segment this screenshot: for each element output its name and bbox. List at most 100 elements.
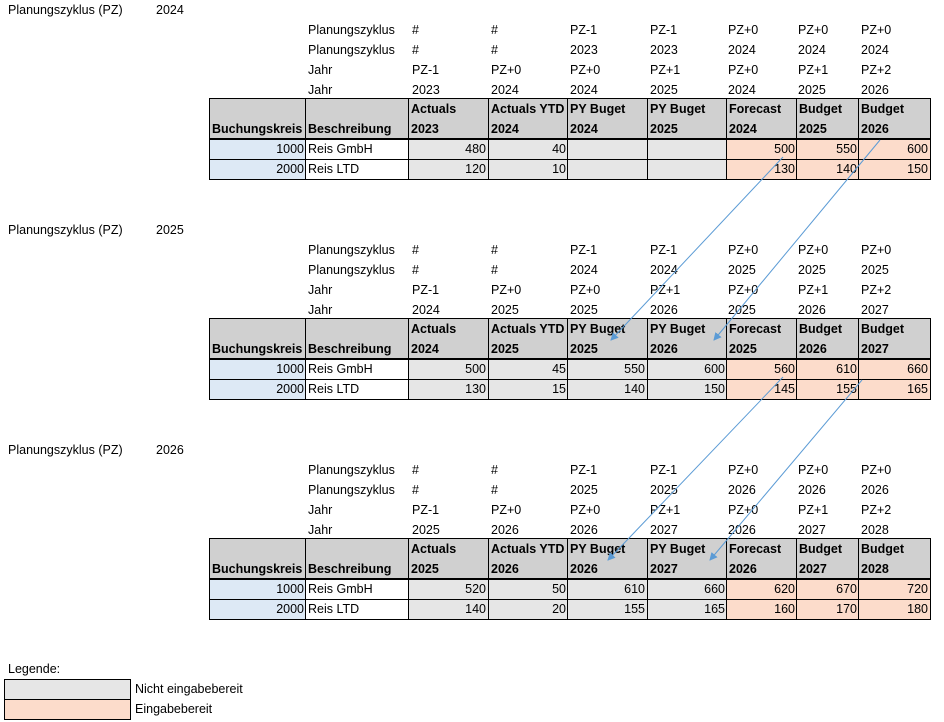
header-cell: Forecast 2024 (726, 98, 798, 139)
meta-cell: PZ-1 (570, 463, 598, 477)
value-cell: 165 (647, 599, 728, 620)
value-cell: 140 (567, 379, 648, 400)
legend-swatch-editable (4, 699, 131, 720)
header-buchungskreis: Buchungskreis (209, 318, 307, 359)
header-line-top: Actuals (411, 542, 457, 556)
description-cell: Reis LTD (305, 379, 410, 400)
input-cell[interactable]: 170 (796, 599, 860, 620)
header-line-bottom: 2024 (411, 342, 439, 356)
meta-row-label: Jahr (308, 303, 333, 317)
meta-cell: 2025 (650, 83, 678, 97)
arrow-budget2026-to-pybuget2026-c3 (607, 376, 784, 561)
value-cell: 120 (408, 159, 489, 180)
meta-cell: PZ+0 (491, 283, 522, 297)
meta-cell: 2025 (650, 483, 678, 497)
meta-row-label: Planungszyklus (308, 43, 395, 57)
meta-cell: PZ+0 (491, 63, 522, 77)
meta-row-label: Planungszyklus (308, 483, 395, 497)
cycle-label: Planungszyklus (PZ) (8, 3, 123, 17)
input-cell[interactable]: 720 (858, 579, 931, 600)
meta-row-label: Planungszyklus (308, 243, 395, 257)
input-cell[interactable]: 150 (858, 159, 931, 180)
meta-cell: 2026 (491, 523, 519, 537)
header-line-top: Budget (861, 542, 905, 556)
header-beschreibung: Beschreibung (305, 318, 410, 359)
description-cell: Reis GmbH (305, 579, 410, 600)
meta-cell: 2024 (861, 43, 889, 57)
input-cell[interactable]: 130 (726, 159, 798, 180)
input-cell[interactable]: 165 (858, 379, 931, 400)
header-cell: Budget 2026 (858, 98, 931, 139)
legend-title: Legende: (8, 662, 61, 676)
meta-cell: PZ+0 (728, 23, 759, 37)
input-cell[interactable]: 500 (726, 139, 798, 160)
legend-label: Eingabebereit (135, 702, 213, 716)
cycle-label: Planungszyklus (PZ) (8, 443, 123, 457)
input-cell[interactable]: 560 (726, 359, 798, 380)
input-cell[interactable]: 140 (796, 159, 860, 180)
header-line-bottom: 2024 (491, 122, 519, 136)
cycle-year: 2024 (156, 3, 184, 17)
meta-cell: 2026 (728, 483, 756, 497)
meta-row-label: Jahr (308, 83, 333, 97)
meta-cell: PZ+0 (491, 503, 522, 517)
cycle-year: 2025 (156, 223, 184, 237)
meta-cell: 2023 (650, 43, 678, 57)
meta-row-label: Jahr (308, 523, 333, 537)
meta-cell: PZ+2 (861, 63, 892, 77)
meta-cell: # (412, 43, 419, 57)
meta-cell: 2027 (798, 523, 826, 537)
meta-row-label: Planungszyklus (308, 263, 395, 277)
header-line-top: Forecast (729, 322, 782, 336)
value-cell: 480 (408, 139, 489, 160)
meta-cell: PZ+1 (798, 63, 829, 77)
meta-cell: PZ+0 (728, 463, 759, 477)
header-cell: Actuals YTD 2025 (488, 318, 569, 359)
header-line-top: PY Buget (650, 322, 706, 336)
value-cell: 150 (647, 379, 728, 400)
meta-cell: 2025 (728, 303, 756, 317)
header-line-bottom: Beschreibung (308, 562, 392, 576)
arrow-budget2027-to-pybuget2027 (709, 379, 863, 561)
header-cell: Actuals YTD 2026 (488, 538, 569, 579)
header-line-bottom: 2025 (650, 122, 678, 136)
header-line-top: Forecast (729, 102, 782, 116)
input-cell[interactable]: 155 (796, 379, 860, 400)
meta-cell: 2025 (728, 263, 756, 277)
meta-row-label: Planungszyklus (308, 463, 395, 477)
header-line-bottom: Beschreibung (308, 342, 392, 356)
meta-cell: 2028 (861, 523, 889, 537)
header-line-top: PY Buget (570, 102, 626, 116)
meta-cell: PZ+0 (570, 503, 601, 517)
header-line-bottom: 2028 (861, 562, 889, 576)
value-cell: 40 (488, 139, 569, 160)
meta-row-label: Planungszyklus (308, 23, 395, 37)
meta-row-label: Jahr (308, 63, 333, 77)
arrow-budget2025-to-pybuget2025 (610, 156, 784, 341)
input-cell[interactable]: 180 (858, 599, 931, 620)
meta-cell: PZ+0 (798, 23, 829, 37)
meta-cell: PZ+0 (861, 23, 892, 37)
meta-cell: 2025 (412, 523, 440, 537)
header-line-top: Forecast (729, 542, 782, 556)
meta-cell: # (412, 23, 419, 37)
header-cell: PY Buget 2024 (567, 98, 648, 139)
header-cell: Actuals 2025 (408, 538, 489, 579)
cycle-year: 2026 (156, 443, 184, 457)
input-cell[interactable]: 160 (726, 599, 798, 620)
header-line-bottom: 2025 (491, 342, 519, 356)
header-cell: PY Buget 2025 (647, 98, 728, 139)
meta-cell: PZ+1 (798, 503, 829, 517)
cycle-label: Planungszyklus (PZ) (8, 223, 123, 237)
header-line-top: Budget (861, 102, 905, 116)
header-line-bottom: 2027 (650, 562, 678, 576)
header-beschreibung: Beschreibung (305, 538, 410, 579)
header-line-bottom: Buchungskreis (212, 122, 303, 136)
header-line-bottom: 2026 (861, 122, 889, 136)
meta-cell: PZ+0 (728, 243, 759, 257)
meta-cell: PZ-1 (570, 23, 598, 37)
header-line-top: PY Buget (650, 542, 706, 556)
meta-cell: 2026 (570, 523, 598, 537)
meta-cell: # (491, 483, 498, 497)
